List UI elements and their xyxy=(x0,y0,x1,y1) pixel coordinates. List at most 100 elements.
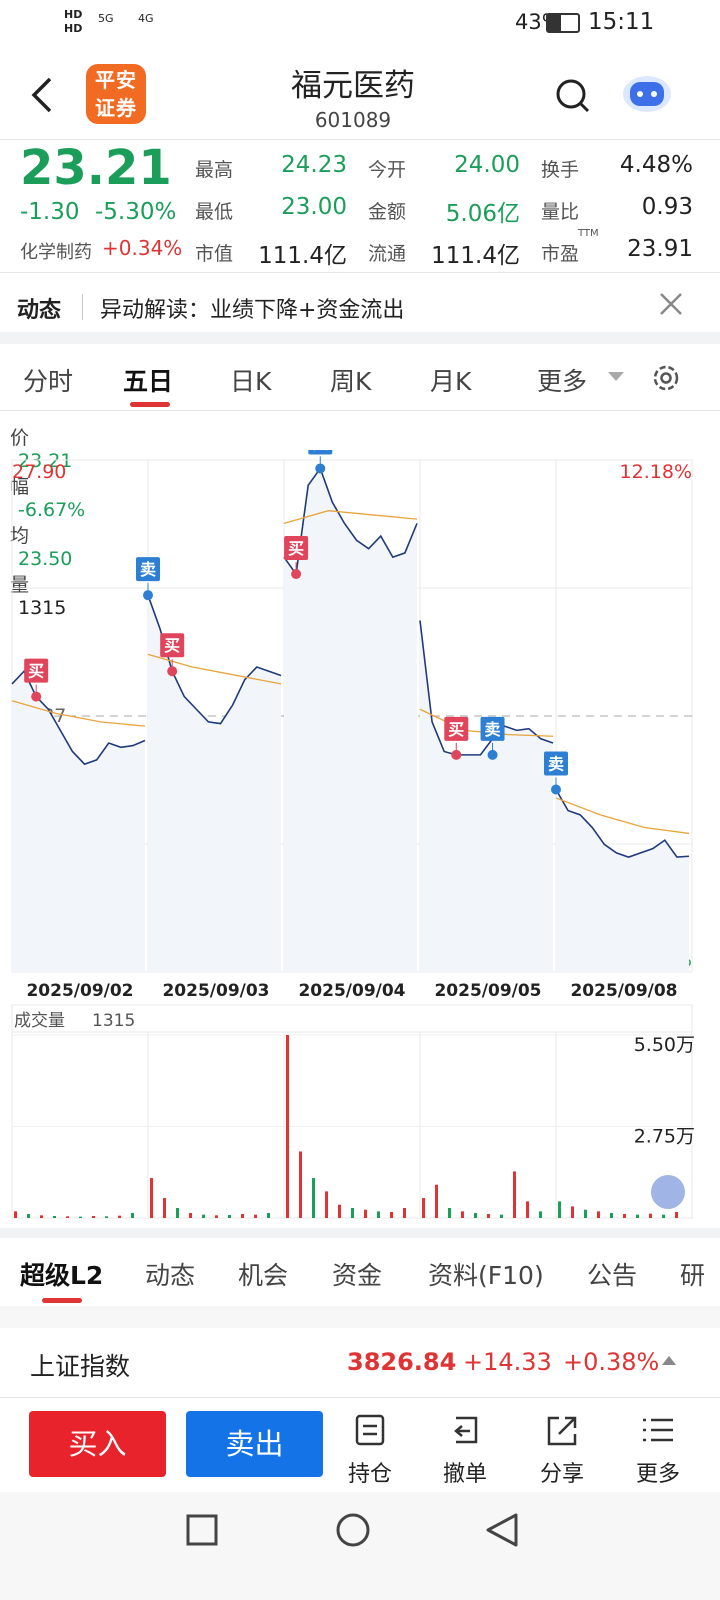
buy-button[interactable]: 买入 xyxy=(29,1411,166,1477)
volume-bar xyxy=(403,1208,406,1218)
fullscreen-button[interactable] xyxy=(651,1175,685,1209)
chart-tab[interactable]: 分时 xyxy=(23,367,74,396)
info-label: 价 xyxy=(10,427,30,449)
last-price: 23.21 xyxy=(20,140,172,196)
sector-name: 化学制药 xyxy=(20,242,92,263)
action-icon[interactable] xyxy=(545,1414,579,1448)
close-news[interactable] xyxy=(658,291,684,317)
price-change: -1.30 xyxy=(20,199,80,225)
index-name: 上证指数 xyxy=(30,1352,131,1381)
volume-bar xyxy=(254,1214,257,1218)
nav-recent[interactable] xyxy=(186,1514,218,1546)
volume-bar xyxy=(500,1214,503,1218)
volume-bar xyxy=(597,1211,600,1218)
y2-tick-label: 12.18% xyxy=(620,461,692,483)
action-label[interactable]: 更多 xyxy=(635,1462,680,1487)
action-icon[interactable] xyxy=(641,1414,675,1448)
nav-back[interactable] xyxy=(486,1513,518,1547)
field-label: 金额 xyxy=(368,201,407,223)
action-label[interactable]: 分享 xyxy=(539,1462,584,1487)
bottom-tab[interactable]: 研 xyxy=(680,1261,706,1290)
nav-bar xyxy=(0,1492,720,1600)
volume-frame xyxy=(11,1004,693,1219)
bottom-tab[interactable]: 动态 xyxy=(145,1261,196,1290)
divider xyxy=(0,410,720,411)
action-icon[interactable] xyxy=(353,1414,387,1448)
field-value: 23.91 xyxy=(627,236,693,262)
dropdown-arrow xyxy=(608,372,624,381)
volume-bar xyxy=(584,1209,587,1218)
volume-title: 成交量 xyxy=(14,1011,65,1031)
trade-point xyxy=(291,569,302,580)
chart-tab[interactable]: 月K xyxy=(430,367,472,396)
volume-bar xyxy=(474,1213,477,1218)
status-hd: HD HD xyxy=(64,8,83,35)
spacer xyxy=(0,1306,720,1328)
volume-tick-label: 5.50万 xyxy=(634,1034,695,1056)
field-value: 24.23 xyxy=(281,152,347,178)
sell-button[interactable]: 卖出 xyxy=(186,1411,323,1477)
tab-indicator xyxy=(42,1298,82,1303)
settings-button[interactable] xyxy=(650,362,682,394)
bottom-tab[interactable]: 机会 xyxy=(238,1261,289,1290)
nav-buttons xyxy=(186,1513,518,1547)
volume-bar xyxy=(364,1209,367,1218)
price-area xyxy=(420,620,553,972)
nav-home[interactable] xyxy=(336,1513,370,1547)
average-line xyxy=(555,797,690,835)
bottom-tab[interactable]: 超级L2 xyxy=(20,1261,104,1290)
stock-code: 601089 xyxy=(314,108,392,132)
bottom-tab[interactable]: 资料(F10) xyxy=(428,1261,544,1290)
trade-tag xyxy=(24,658,49,683)
volume-bar xyxy=(131,1213,134,1218)
volume-bar xyxy=(79,1216,82,1218)
volume-bar xyxy=(623,1214,626,1218)
info-value: 23.21 xyxy=(18,450,73,472)
average-line xyxy=(11,700,146,727)
trade-point xyxy=(167,666,178,677)
volume-value: 1315 xyxy=(92,1011,135,1031)
bottom-tab[interactable]: 公告 xyxy=(587,1261,638,1290)
field-label: 量比 xyxy=(541,201,580,223)
back-button[interactable] xyxy=(28,75,58,115)
field-label: 最高 xyxy=(195,159,234,181)
volume-bar xyxy=(526,1201,529,1218)
info-label: 量 xyxy=(10,574,30,596)
field-label: 换手 xyxy=(541,159,580,181)
volume-bar xyxy=(40,1215,43,1218)
robot-button[interactable] xyxy=(620,68,674,116)
volume-bar xyxy=(636,1214,639,1218)
price-area xyxy=(284,468,417,972)
field-value: 111.4亿 xyxy=(431,243,520,269)
chart-tab[interactable]: 日K xyxy=(230,367,272,396)
tab-indicator xyxy=(130,402,170,407)
bottom-tab[interactable]: 资金 xyxy=(332,1261,383,1290)
divider xyxy=(0,139,720,140)
divider xyxy=(0,1397,720,1398)
volume-bar xyxy=(202,1214,205,1218)
volume-bar xyxy=(215,1215,218,1218)
field-value: 23.00 xyxy=(281,194,347,220)
news-text[interactable]: 异动解读：业绩下降+资金流出 xyxy=(100,298,405,323)
action-icon[interactable] xyxy=(448,1414,482,1448)
volume-bar xyxy=(422,1198,425,1218)
volume-bar xyxy=(675,1212,678,1218)
action-label[interactable]: 撤单 xyxy=(442,1462,487,1487)
trade-tag xyxy=(480,716,505,741)
volume-bar xyxy=(487,1214,490,1218)
trade-label: 买 xyxy=(164,636,180,655)
x-tick-label: 2025/09/05 xyxy=(434,981,541,1001)
action-label[interactable]: 持仓 xyxy=(347,1462,392,1487)
chart-tab[interactable]: 周K xyxy=(330,367,372,396)
price-area xyxy=(148,595,281,972)
volume-bar xyxy=(435,1184,438,1218)
info-value: -6.67% xyxy=(18,499,86,521)
trade-point xyxy=(451,749,462,760)
chart-tab[interactable]: 五日 xyxy=(123,367,174,396)
chart-tab[interactable]: 更多 xyxy=(537,367,588,396)
index-change: +14.33 xyxy=(463,1348,552,1376)
search-button[interactable] xyxy=(553,76,593,116)
volume-bar xyxy=(571,1206,574,1218)
y-tick-label: 27.90 xyxy=(12,461,66,483)
